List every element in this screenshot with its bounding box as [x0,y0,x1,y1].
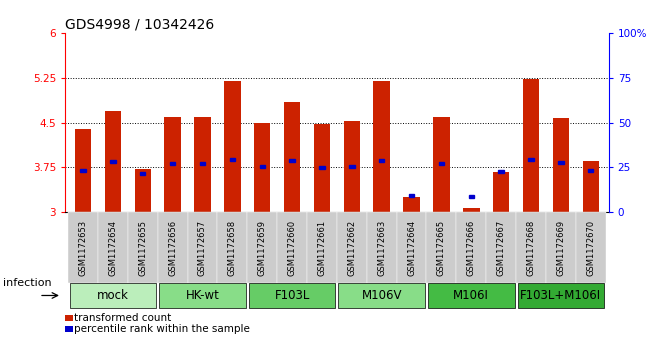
Text: GSM1172657: GSM1172657 [198,220,207,276]
Text: GSM1172663: GSM1172663 [377,220,386,276]
Text: M106V: M106V [361,289,402,302]
Text: GSM1172653: GSM1172653 [79,220,87,276]
Bar [290,159,295,162]
Bar [529,158,534,161]
Bar [284,102,300,212]
Text: GSM1172658: GSM1172658 [228,220,237,276]
Bar [379,159,384,162]
Bar [314,124,330,212]
Bar [349,164,355,168]
Text: GSM1172655: GSM1172655 [138,220,147,276]
Text: GSM1172662: GSM1172662 [348,220,356,276]
Text: GSM1172659: GSM1172659 [258,220,267,276]
Text: GSM1172656: GSM1172656 [168,220,177,276]
Bar [433,117,450,212]
Bar [374,81,390,212]
Text: transformed count: transformed count [74,313,172,323]
Bar [110,160,116,163]
Bar [409,194,414,197]
Bar [230,158,235,161]
Bar [493,172,509,212]
Text: F103L: F103L [275,289,310,302]
Bar [170,162,175,165]
Bar [404,197,420,212]
Bar [135,169,151,212]
Text: M106I: M106I [453,289,490,302]
Bar [200,162,205,165]
Bar [319,166,325,169]
Bar [344,121,360,212]
Bar [463,208,480,212]
Text: mock: mock [97,289,129,302]
Bar [254,123,270,212]
Text: GSM1172660: GSM1172660 [288,220,297,276]
Text: F103L+M106I: F103L+M106I [520,289,602,302]
Text: infection: infection [3,278,52,288]
Bar [75,129,91,212]
Bar [140,172,145,175]
Bar [439,162,444,165]
Bar [194,117,211,212]
Text: GSM1172661: GSM1172661 [318,220,326,276]
Bar [583,162,599,212]
Bar [80,169,86,172]
Text: GSM1172667: GSM1172667 [497,220,506,276]
Bar [224,81,241,212]
Bar [588,169,594,172]
Text: GSM1172664: GSM1172664 [407,220,416,276]
Bar [523,79,539,212]
Text: HK-wt: HK-wt [186,289,219,302]
Bar [553,118,569,212]
Text: GSM1172654: GSM1172654 [108,220,117,276]
Text: GSM1172666: GSM1172666 [467,220,476,276]
Text: GDS4998 / 10342426: GDS4998 / 10342426 [65,17,214,32]
Bar [105,110,121,212]
Text: GSM1172668: GSM1172668 [527,220,536,276]
Text: GSM1172669: GSM1172669 [557,220,566,276]
Bar [558,161,564,164]
Bar [165,117,181,212]
Bar [260,164,265,168]
Bar [499,170,504,173]
Text: GSM1172665: GSM1172665 [437,220,446,276]
Text: percentile rank within the sample: percentile rank within the sample [74,324,251,334]
Text: GSM1172670: GSM1172670 [587,220,595,276]
Bar [469,195,474,198]
